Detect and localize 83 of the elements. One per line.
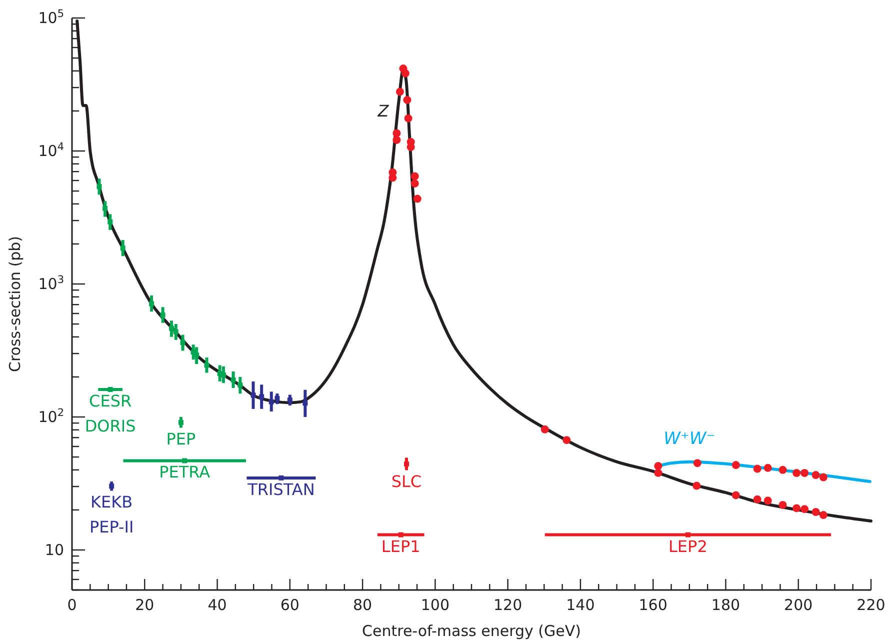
- x-tick-label: 80: [353, 596, 372, 614]
- point: [800, 505, 809, 514]
- point: [413, 194, 422, 203]
- point: [753, 464, 762, 473]
- x-tick-label: 120: [494, 596, 522, 614]
- point: [287, 398, 292, 403]
- point: [392, 136, 401, 144]
- point: [403, 96, 412, 104]
- series-label: PETRA: [159, 462, 210, 482]
- point: [96, 184, 102, 190]
- point: [182, 458, 188, 464]
- point: [819, 511, 828, 520]
- series-label: LEP1: [381, 536, 420, 556]
- point: [302, 400, 308, 406]
- point: [812, 508, 820, 516]
- point: [149, 301, 154, 306]
- point: [406, 143, 415, 152]
- y-tick-label: 10$^{2}$: [38, 406, 64, 426]
- x-tick-label: 140: [566, 596, 595, 614]
- point: [654, 462, 662, 470]
- point: [194, 352, 200, 358]
- point: [778, 500, 787, 509]
- point: [732, 461, 740, 470]
- x-tick-label: 180: [711, 596, 740, 614]
- point: [693, 459, 702, 468]
- y-tick-label: 10: [44, 540, 64, 559]
- point: [392, 129, 401, 138]
- point: [812, 471, 820, 480]
- point: [396, 88, 404, 96]
- x-axis-title: Centre-of-mass energy (GeV): [362, 622, 581, 640]
- point: [778, 466, 787, 474]
- x-tick-label: 40: [208, 596, 227, 614]
- point: [764, 496, 772, 505]
- point: [732, 491, 740, 500]
- point: [102, 206, 108, 211]
- series-label: CESR DORIS: [84, 391, 136, 436]
- point: [792, 469, 801, 478]
- x-tick-label: 0: [67, 596, 77, 614]
- point: [274, 396, 280, 401]
- point: [401, 69, 410, 78]
- point: [238, 382, 243, 388]
- y-axis-title: Cross-section (pb): [6, 236, 24, 372]
- point: [268, 399, 274, 404]
- point: [250, 392, 256, 398]
- series-label: KEKB PEP-II: [89, 492, 134, 537]
- point: [120, 246, 126, 251]
- series-label: TRISTAN: [246, 480, 315, 499]
- point: [180, 340, 186, 346]
- point: [108, 219, 113, 224]
- point: [800, 469, 809, 478]
- point: [230, 377, 236, 382]
- point: [398, 532, 404, 538]
- x-tick-label: 60: [280, 596, 300, 614]
- point: [753, 495, 762, 504]
- point: [692, 482, 701, 490]
- point: [792, 504, 801, 512]
- y-tick-label: 10$^{3}$: [38, 274, 64, 293]
- x-tick-label: 20: [135, 596, 154, 614]
- series-label: W⁺W⁻: [664, 428, 716, 449]
- annotation: Z: [376, 102, 390, 121]
- x-tick-label: 220: [856, 596, 885, 614]
- y-tick-label: 10$^{5}$: [38, 8, 64, 27]
- series-label: SLC: [391, 472, 422, 492]
- x-tick-label: 200: [784, 596, 813, 614]
- point: [259, 394, 264, 400]
- point: [204, 362, 210, 368]
- series-label: PEP: [166, 430, 196, 449]
- point: [410, 179, 419, 188]
- point: [178, 420, 184, 425]
- point: [562, 436, 571, 444]
- point: [160, 312, 166, 318]
- point: [819, 473, 828, 482]
- y-tick-label: 10$^{4}$: [38, 140, 64, 160]
- x-tick-label: 100: [420, 596, 450, 614]
- point: [685, 532, 690, 538]
- point: [173, 329, 178, 334]
- point: [404, 114, 412, 122]
- point: [410, 172, 419, 180]
- series-label: LEP2: [668, 536, 708, 556]
- point: [540, 425, 549, 434]
- point: [654, 468, 662, 477]
- x-tick-label: 160: [638, 596, 668, 614]
- point: [764, 464, 772, 472]
